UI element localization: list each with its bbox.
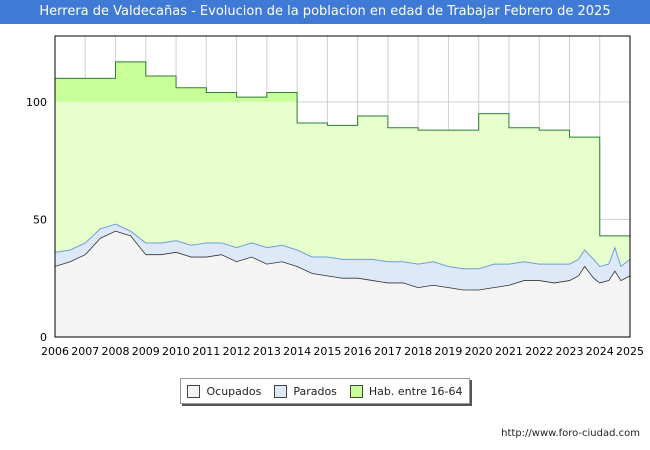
x-tick-label: 2018: [404, 345, 432, 358]
x-tick-label: 2017: [374, 345, 402, 358]
x-tick-label: 2013: [253, 345, 281, 358]
legend-item-parados: Parados: [274, 384, 337, 398]
x-tick-label: 2014: [283, 345, 311, 358]
x-tick-label: 2006: [41, 345, 69, 358]
area-ocupados: [55, 231, 630, 337]
plot-frame: [54, 35, 631, 338]
x-tick-label: 2010: [162, 345, 190, 358]
legend-label-parados: Parados: [293, 384, 337, 398]
x-tick-label: 2012: [223, 345, 251, 358]
x-tick-label: 2016: [344, 345, 372, 358]
line-ocupados: [54, 230, 631, 291]
y-tick-label: 0: [40, 331, 47, 344]
legend-swatch-ocupados: [187, 384, 201, 398]
legend-swatch-parados: [274, 384, 288, 398]
x-tick-label: 2022: [525, 345, 553, 358]
line-hab: [55, 61, 630, 237]
legend-label-hab: Hab. entre 16-64: [368, 384, 463, 398]
x-tick-label: 2025: [616, 345, 644, 358]
x-tick-label: 2023: [555, 345, 583, 358]
y-tick-label: 50: [33, 213, 47, 226]
x-tick-label: 2024: [586, 345, 614, 358]
chart-title: Herrera de Valdecañas - Evolucion de la …: [0, 0, 650, 24]
legend-item-hab: Hab. entre 16-64: [349, 384, 463, 398]
x-tick-label: 2019: [434, 345, 462, 358]
x-tick-label: 2015: [313, 345, 341, 358]
line-parados: [54, 223, 631, 270]
chart-legend: Ocupados Parados Hab. entre 16-64: [180, 378, 470, 404]
legend-label-ocupados: Ocupados: [206, 384, 262, 398]
x-tick-label: 2008: [102, 345, 130, 358]
legend-swatch-hab: [349, 384, 363, 398]
x-tick-label: 2009: [132, 345, 160, 358]
x-tick-label: 2020: [465, 345, 493, 358]
legend-item-ocupados: Ocupados: [187, 384, 262, 398]
x-tick-label: 2007: [71, 345, 99, 358]
y-tick-label: 100: [26, 96, 47, 109]
x-tick-label: 2021: [495, 345, 523, 358]
source-link[interactable]: http://www.foro-ciudad.com: [501, 428, 640, 439]
x-tick-label: 2011: [192, 345, 220, 358]
